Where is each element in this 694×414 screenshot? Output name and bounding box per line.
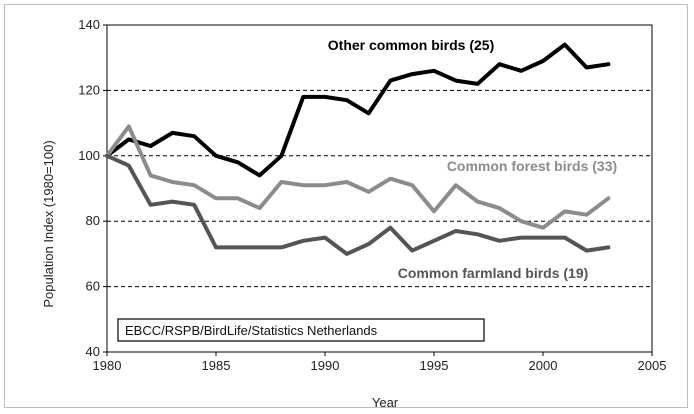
y-tick-label: 120	[78, 82, 100, 97]
grid-lines	[107, 89, 652, 288]
x-tick-label: 2000	[529, 358, 558, 373]
line-other-common-birds	[105, 42, 611, 178]
line-common-forest-birds	[105, 124, 611, 230]
series-label-common-farmland-birds: Common farmland birds (19)	[398, 265, 589, 281]
y-axis-title: Population Index (1980=100)	[41, 140, 56, 307]
x-tick-label: 1990	[311, 358, 340, 373]
y-tick-label: 60	[86, 279, 100, 294]
y-tick-label: 140	[78, 17, 100, 32]
x-tick-label: 1985	[202, 358, 231, 373]
x-axis-title: Year	[372, 395, 399, 410]
series-lines	[105, 42, 611, 256]
y-axis: 40 60 80 100 120 140	[78, 17, 107, 359]
source-note-box	[117, 318, 485, 342]
x-tick-label: 1980	[93, 358, 122, 373]
y-tick-label: 80	[86, 213, 100, 228]
series-label-other-common-birds: Other common birds (25)	[328, 37, 494, 53]
plot-area	[106, 24, 653, 353]
chart-frame	[4, 4, 688, 408]
y-tick-label: 40	[86, 344, 100, 359]
x-tick-label: 2005	[638, 358, 667, 373]
x-axis: 1980 1985 1990 1995 2000 2005	[93, 352, 667, 373]
y-tick-label: 100	[78, 148, 100, 163]
series-label-common-forest-birds: Common forest birds (33)	[447, 158, 617, 174]
x-tick-label: 1995	[420, 358, 449, 373]
line-common-farmland-birds	[105, 153, 611, 256]
source-note: EBCC/RSPB/BirdLife/Statistics Netherland…	[125, 323, 378, 338]
